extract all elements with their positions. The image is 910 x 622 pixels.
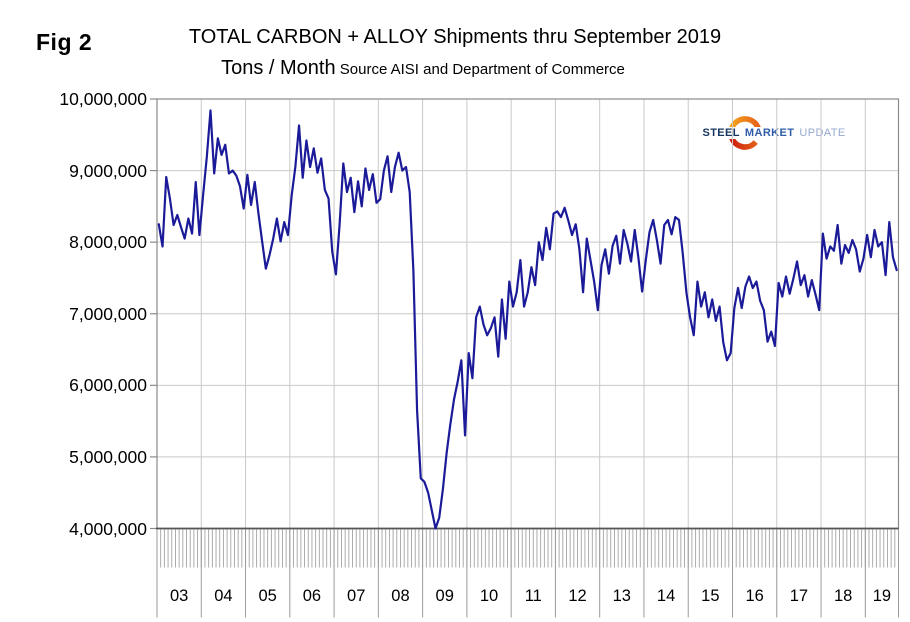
x-axis-year-label: 09 xyxy=(435,587,454,605)
y-axis-tick-label: 10,000,000 xyxy=(59,89,147,109)
shipments-line-series xyxy=(157,109,898,530)
x-axis-year-label: 05 xyxy=(258,587,277,605)
x-axis-year-label: 13 xyxy=(612,587,631,605)
source-label: Source AISI and Department of Commerce xyxy=(339,61,625,78)
figure-number-label: Fig 2 xyxy=(36,29,93,55)
x-axis-year-label: 14 xyxy=(656,587,676,605)
x-axis-year-label: 08 xyxy=(391,587,410,605)
y-axis-tick-label: 8,000,000 xyxy=(69,232,147,253)
x-axis-year-label: 06 xyxy=(302,587,322,605)
y-axis-tick-label: 5,000,000 xyxy=(69,446,147,467)
x-axis-year-label: 04 xyxy=(214,587,233,605)
logo-word-market: MARKET xyxy=(743,127,796,139)
steel-market-update-logo: STEEL MARKET UPDATE xyxy=(701,113,847,153)
x-axis-year-label: 15 xyxy=(701,587,720,605)
logo-wordmark: STEEL MARKET UPDATE xyxy=(701,113,847,153)
logo-word-steel: STEEL xyxy=(701,127,741,139)
x-axis-year-label: 18 xyxy=(833,587,853,605)
chart-title: TOTAL CARBON + ALLOY Shipments thru Sept… xyxy=(188,26,722,48)
x-axis-year-label: 19 xyxy=(872,587,892,605)
x-axis-year-label: 17 xyxy=(789,587,809,605)
y-axis-tick-label: 4,000,000 xyxy=(69,518,147,539)
y-axis-tick-label: 9,000,000 xyxy=(69,160,147,181)
x-axis-year-label: 03 xyxy=(169,587,189,605)
units-label: Tons / Month xyxy=(221,57,336,79)
x-axis-year-label: 07 xyxy=(347,587,366,605)
logo-word-update: UPDATE xyxy=(798,127,847,139)
x-axis-year-label: 11 xyxy=(524,587,542,605)
x-axis-year-label: 12 xyxy=(568,587,587,605)
y-axis-tick-label: 6,000,000 xyxy=(69,375,147,396)
y-axis-tick-label: 7,000,000 xyxy=(69,303,147,324)
x-axis-year-label: 16 xyxy=(745,587,764,605)
x-axis-year-label: 10 xyxy=(479,587,499,605)
chart-subtitle: Tons / Month Source AISI and Department … xyxy=(0,57,846,80)
